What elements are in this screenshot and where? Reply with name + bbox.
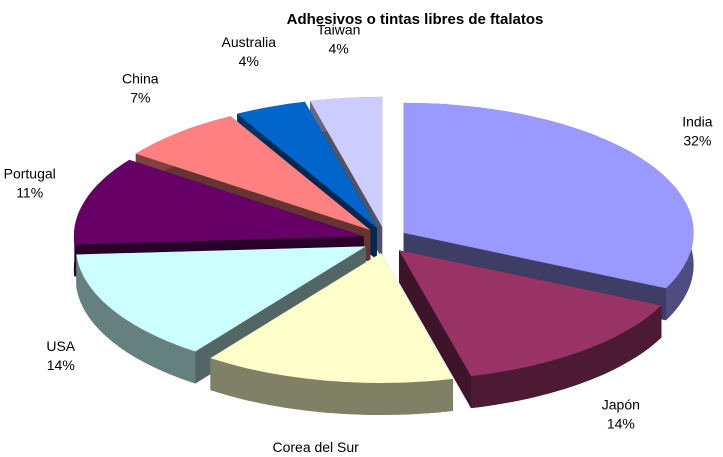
- slice-side: [210, 358, 453, 415]
- slice-label: Portugal: [4, 165, 56, 181]
- slice-label: Australia: [222, 34, 277, 50]
- slice: [237, 101, 377, 228]
- slice-label: USA: [46, 338, 75, 354]
- slice: [399, 250, 662, 377]
- slice-label: China: [122, 70, 159, 86]
- slice-side: [399, 250, 472, 409]
- slice-label: Taiwan: [317, 22, 361, 38]
- slice: [76, 246, 366, 352]
- slice: [135, 116, 371, 231]
- slice-value-label: 4%: [239, 53, 259, 69]
- slice: [310, 96, 383, 227]
- chart-title: Adhesivos o tintas libres de ftalatos: [287, 11, 544, 28]
- slice-value-label: 14%: [607, 415, 635, 431]
- slice-label: Corea del Sur: [272, 439, 359, 455]
- slice: [73, 159, 364, 245]
- slice-label: Japón: [602, 396, 640, 412]
- slice-value-label: 32%: [683, 133, 711, 149]
- slice-side: [76, 254, 196, 384]
- slice-label: India: [682, 114, 713, 130]
- slice-value-label: 4%: [329, 41, 349, 57]
- slice-side: [471, 305, 662, 409]
- slice-value-label: 7%: [130, 89, 150, 105]
- slice-value-label: 14%: [47, 357, 75, 373]
- slice: [210, 253, 453, 383]
- slice: [403, 102, 694, 289]
- slice-value-label: 11%: [16, 184, 43, 200]
